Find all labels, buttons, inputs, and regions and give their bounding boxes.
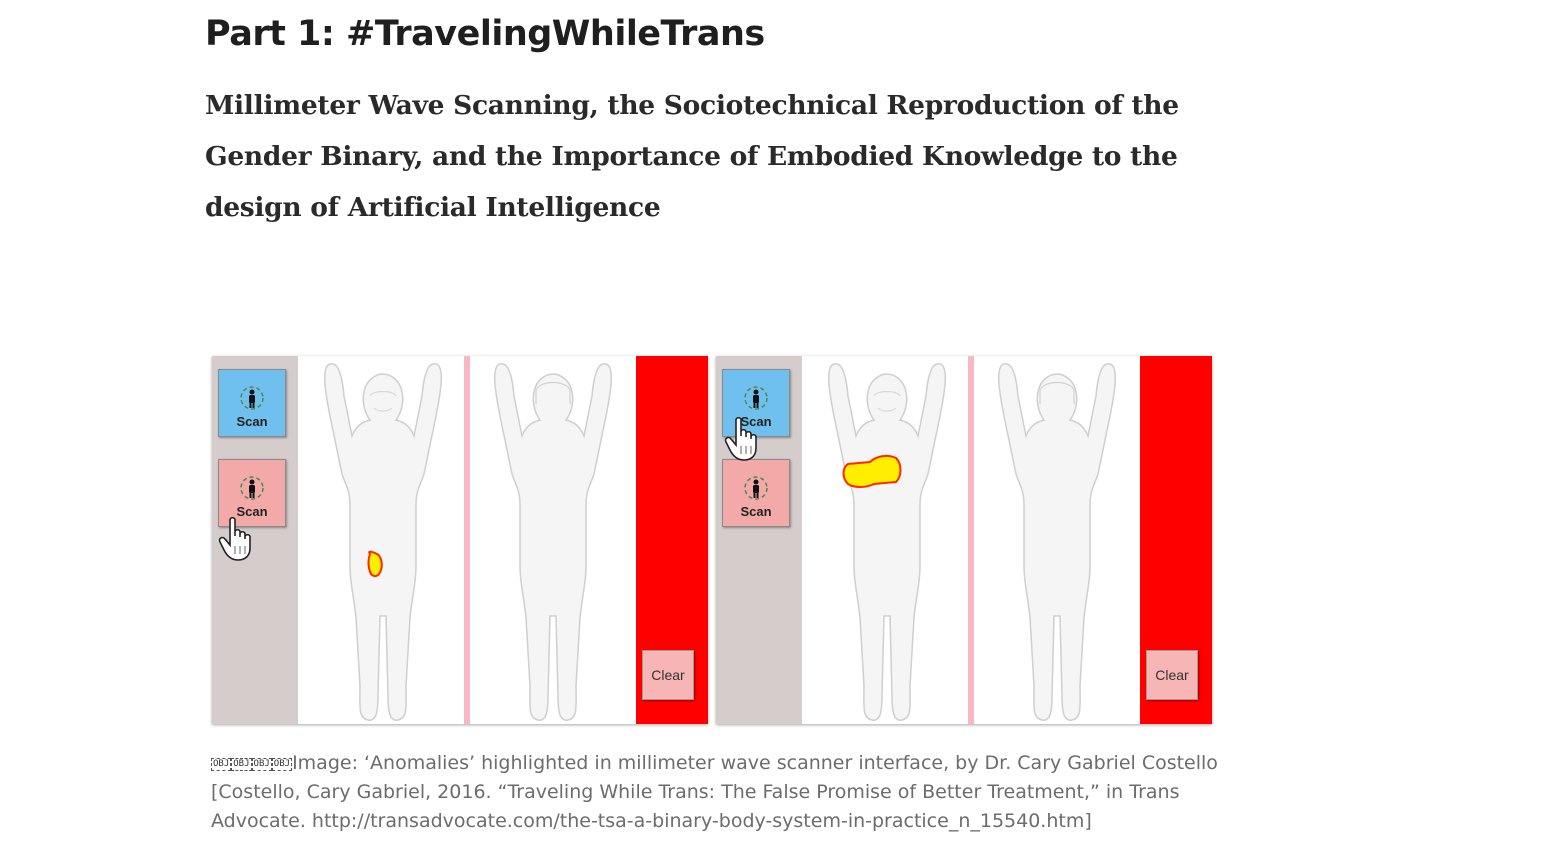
scan-button-pink[interactable]: Scan (722, 459, 790, 527)
body-scan-icon (744, 476, 768, 500)
anomaly-highlight (367, 550, 383, 578)
object-placeholder: OBJ (271, 758, 293, 771)
scan-label: Scan (740, 414, 772, 429)
anomaly-highlight (842, 454, 902, 488)
scanner-panel-right: Scan Scan Clear (716, 356, 1212, 724)
scanner-divider (968, 356, 974, 724)
object-placeholder: OBJ (231, 758, 252, 771)
object-placeholder: OBJ (251, 758, 272, 771)
scanner-panel-left: Scan Scan Clear (212, 356, 708, 724)
scan-button-pink[interactable]: Scan (218, 459, 286, 527)
body-outline-back (998, 363, 1116, 721)
scan-button-blue[interactable]: Scan (722, 369, 790, 437)
object-placeholder: OBJ (211, 758, 232, 771)
clear-button[interactable]: Clear (1146, 650, 1198, 700)
scanner-divider (464, 356, 470, 724)
body-scan-icon (240, 386, 264, 410)
caption-text: Image: ‘Anomalies’ highlighted in millim… (211, 752, 1218, 832)
figure-caption: OBJ OBJ OBJ OBJ Image: ‘Anomalies’ highlight… (211, 749, 1221, 836)
body-outline-front (828, 363, 946, 721)
hand-cursor-icon (218, 516, 251, 561)
clear-button[interactable]: Clear (642, 650, 694, 700)
body-scan-icon (240, 476, 264, 500)
body-outline-front (324, 363, 442, 721)
body-scan-icon (744, 386, 768, 410)
scan-label: Scan (236, 414, 268, 429)
scan-button-blue[interactable]: Scan (218, 369, 286, 437)
scan-label: Scan (236, 504, 268, 519)
scanner-figure: Scan Scan Clear (212, 356, 1212, 724)
body-outline-back (494, 363, 612, 721)
part-title: Part 1: #TravelingWhileTrans (205, 14, 765, 54)
article-subtitle: Millimeter Wave Scanning, the Sociotechn… (205, 90, 1179, 223)
scan-label: Scan (740, 504, 772, 519)
hand-cursor-icon (724, 416, 757, 461)
